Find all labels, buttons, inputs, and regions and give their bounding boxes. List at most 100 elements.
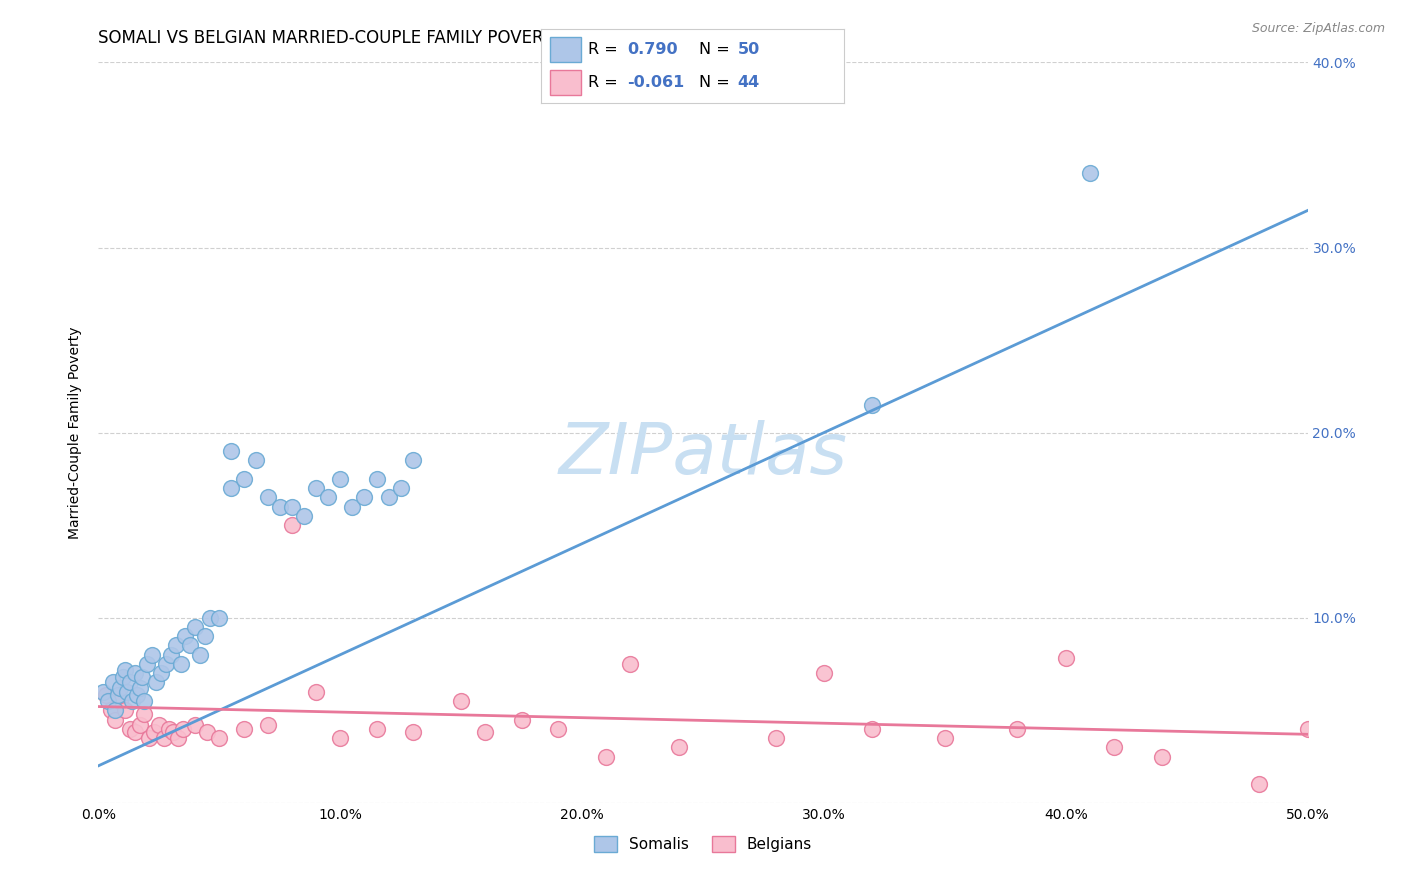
- Point: [1152, 749, 1174, 764]
- Point: [124, 725, 146, 739]
- Point: [366, 722, 388, 736]
- Point: [232, 472, 254, 486]
- Text: -0.061: -0.061: [627, 75, 685, 90]
- Point: [208, 731, 231, 745]
- FancyBboxPatch shape: [550, 70, 581, 95]
- Point: [121, 694, 143, 708]
- Point: [813, 666, 835, 681]
- Point: [114, 663, 136, 677]
- Point: [155, 657, 177, 671]
- Point: [668, 740, 690, 755]
- Point: [162, 725, 184, 739]
- Point: [167, 731, 190, 745]
- Point: [256, 718, 278, 732]
- Point: [165, 639, 187, 653]
- Point: [377, 491, 399, 505]
- Point: [474, 725, 496, 739]
- Point: [221, 444, 243, 458]
- Point: [402, 453, 425, 467]
- Point: [101, 675, 124, 690]
- Point: [117, 685, 139, 699]
- Point: [145, 675, 167, 690]
- Text: ZIPatlas: ZIPatlas: [558, 420, 848, 490]
- Text: 50: 50: [738, 42, 761, 57]
- Point: [619, 657, 641, 671]
- Point: [342, 500, 364, 514]
- Point: [172, 722, 194, 736]
- Point: [157, 722, 180, 736]
- Point: [1249, 777, 1271, 791]
- Point: [131, 670, 153, 684]
- Point: [148, 718, 170, 732]
- Point: [118, 675, 141, 690]
- Point: [100, 703, 122, 717]
- Point: [104, 713, 127, 727]
- Point: [292, 508, 315, 523]
- Point: [281, 500, 304, 514]
- Text: 44: 44: [738, 75, 761, 90]
- Point: [353, 491, 375, 505]
- Legend: Somalis, Belgians: Somalis, Belgians: [588, 830, 818, 858]
- Point: [329, 731, 352, 745]
- Point: [1102, 740, 1125, 755]
- Point: [860, 722, 883, 736]
- Point: [269, 500, 291, 514]
- Point: [316, 491, 339, 505]
- Point: [108, 681, 131, 695]
- Text: Source: ZipAtlas.com: Source: ZipAtlas.com: [1251, 22, 1385, 36]
- Point: [128, 681, 150, 695]
- Point: [188, 648, 211, 662]
- Point: [245, 453, 267, 467]
- Point: [124, 666, 146, 681]
- Point: [134, 694, 156, 708]
- Point: [450, 694, 472, 708]
- Text: R =: R =: [588, 75, 617, 90]
- Point: [114, 703, 136, 717]
- Point: [198, 610, 221, 624]
- Point: [1296, 722, 1319, 736]
- Point: [595, 749, 617, 764]
- Point: [194, 629, 217, 643]
- Point: [184, 620, 207, 634]
- Point: [152, 731, 174, 745]
- Text: 0.790: 0.790: [627, 42, 678, 57]
- Point: [118, 722, 141, 736]
- Point: [141, 648, 163, 662]
- Point: [160, 648, 183, 662]
- Point: [104, 703, 127, 717]
- Point: [305, 481, 328, 495]
- Point: [111, 670, 134, 684]
- Point: [547, 722, 569, 736]
- Text: R =: R =: [588, 42, 617, 57]
- Point: [138, 731, 160, 745]
- FancyBboxPatch shape: [550, 37, 581, 62]
- Point: [1054, 651, 1077, 665]
- Point: [934, 731, 956, 745]
- Point: [1078, 166, 1101, 180]
- Point: [169, 657, 191, 671]
- Point: [232, 722, 254, 736]
- Point: [208, 610, 231, 624]
- Point: [860, 398, 883, 412]
- Point: [366, 472, 388, 486]
- Point: [389, 481, 412, 495]
- Point: [127, 689, 149, 703]
- Point: [97, 694, 120, 708]
- Point: [281, 518, 304, 533]
- Text: N =: N =: [699, 42, 730, 57]
- Point: [329, 472, 352, 486]
- Point: [402, 725, 425, 739]
- Point: [179, 639, 201, 653]
- Point: [150, 666, 173, 681]
- Text: N =: N =: [699, 75, 730, 90]
- Point: [184, 718, 207, 732]
- Point: [195, 725, 218, 739]
- Point: [135, 657, 157, 671]
- Point: [128, 718, 150, 732]
- Point: [108, 694, 131, 708]
- Point: [107, 689, 129, 703]
- Point: [221, 481, 243, 495]
- Point: [94, 689, 117, 703]
- Point: [765, 731, 787, 745]
- Point: [256, 491, 278, 505]
